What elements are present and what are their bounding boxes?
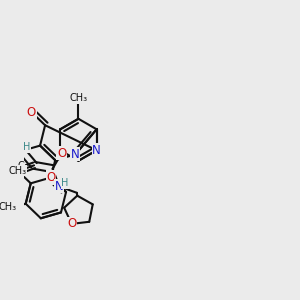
Text: O: O [27,106,36,118]
Text: C: C [18,161,25,171]
Text: H: H [23,142,31,152]
Text: CH₃: CH₃ [0,202,17,212]
Text: O: O [57,147,66,160]
Text: CH₃: CH₃ [8,166,26,176]
Text: H: H [61,178,69,188]
Text: O: O [46,171,56,184]
Text: N: N [10,167,19,179]
Text: N: N [55,180,64,193]
Text: O: O [67,218,76,230]
Text: CH₃: CH₃ [69,93,88,103]
Text: N: N [92,144,101,157]
Text: N: N [71,148,80,161]
